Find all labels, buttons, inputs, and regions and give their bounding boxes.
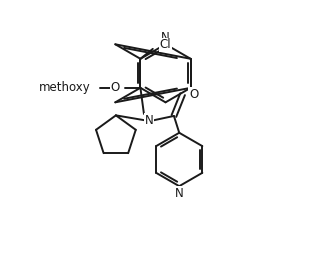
- Text: O: O: [111, 81, 120, 94]
- Text: N: N: [175, 187, 184, 200]
- Text: N: N: [161, 31, 170, 44]
- Text: Cl: Cl: [160, 38, 171, 51]
- Text: O: O: [189, 88, 198, 101]
- Text: N: N: [145, 114, 154, 127]
- Text: methoxy: methoxy: [39, 81, 91, 94]
